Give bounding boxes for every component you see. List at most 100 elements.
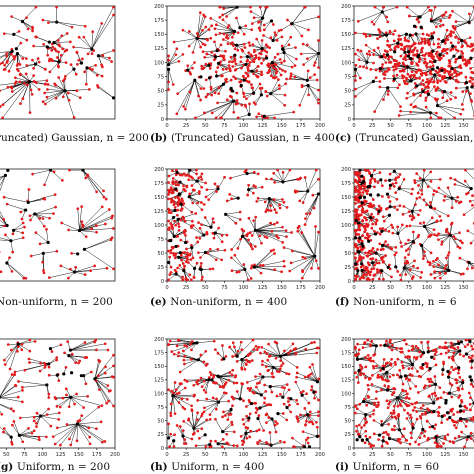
- assignment-edge: [2, 81, 30, 105]
- data-point: [420, 192, 424, 196]
- data-point: [411, 230, 415, 234]
- data-point: [238, 210, 242, 214]
- data-point: [439, 19, 443, 23]
- data-point: [250, 264, 254, 268]
- data-point: [432, 80, 435, 84]
- data-point: [94, 63, 97, 67]
- data-point: [404, 273, 408, 276]
- center-point: [465, 86, 469, 90]
- center-point: [96, 54, 101, 58]
- data-point: [67, 405, 71, 409]
- data-point: [460, 45, 464, 49]
- assignment-edge: [413, 91, 423, 95]
- data-point: [376, 248, 379, 251]
- assignment-edge: [60, 397, 71, 408]
- data-point: [405, 259, 408, 263]
- assignment-edge: [423, 170, 425, 180]
- data-point: [355, 213, 359, 217]
- data-point: [213, 182, 217, 186]
- data-point: [212, 220, 216, 224]
- assignment-edge: [77, 208, 80, 231]
- data-point: [195, 236, 198, 239]
- data-point: [55, 358, 58, 362]
- assignment-edge: [19, 432, 33, 436]
- center-point: [354, 262, 358, 266]
- assignment-edge: [355, 53, 368, 63]
- assignment-edge: [2, 81, 30, 119]
- assignment-edge: [57, 423, 78, 429]
- data-point: [64, 75, 67, 78]
- assignment-edge: [6, 262, 27, 279]
- data-point: [414, 104, 417, 108]
- assignment-edge: [73, 46, 92, 50]
- data-point: [382, 53, 386, 56]
- data-point: [239, 55, 243, 59]
- data-point: [267, 64, 271, 67]
- data-point: [167, 193, 170, 196]
- assignment-edge: [74, 265, 95, 273]
- center-point: [230, 89, 235, 93]
- assignment-edge: [250, 11, 263, 19]
- assignment-edge: [189, 31, 198, 39]
- panel-c: 0 25 50 75 100 125 1500255075100125150175200(c…: [335, 4, 474, 144]
- data-point: [289, 72, 293, 76]
- data-point: [369, 252, 373, 256]
- center-point: [193, 78, 197, 82]
- assignment-edge: [307, 85, 319, 104]
- assignment-edge: [387, 87, 401, 107]
- data-point: [173, 268, 177, 272]
- assignment-edge: [216, 70, 231, 77]
- panel-f: 0 25 50 75 100 125 1500255075100125150175200(f…: [335, 167, 474, 308]
- data-point: [174, 180, 178, 184]
- data-point: [397, 114, 401, 117]
- data-point: [455, 72, 459, 76]
- assignment-edge: [307, 44, 319, 54]
- center-point: [176, 217, 180, 221]
- data-point: [204, 78, 208, 82]
- data-point: [64, 61, 68, 64]
- data-point: [437, 232, 440, 236]
- data-point: [44, 363, 47, 367]
- y-tick-label: 125: [341, 46, 351, 52]
- data-point: [384, 61, 388, 64]
- assignment-edge: [94, 360, 99, 379]
- assignment-edge: [56, 21, 73, 28]
- center-point: [378, 67, 383, 71]
- center-point: [362, 195, 367, 199]
- data-point: [426, 185, 430, 189]
- data-point: [307, 93, 310, 97]
- assignment-edge: [211, 84, 224, 90]
- center-point: [77, 228, 82, 233]
- data-point: [222, 32, 226, 36]
- center-point: [376, 193, 380, 197]
- assignment-edge: [272, 36, 283, 41]
- assignment-edge: [239, 27, 252, 30]
- data-point: [384, 179, 387, 182]
- center-point: [441, 39, 445, 43]
- data-point: [170, 200, 173, 204]
- data-point: [197, 190, 201, 193]
- assignment-edge: [447, 255, 450, 271]
- data-point: [176, 208, 180, 212]
- data-point: [436, 55, 439, 58]
- data-point: [183, 220, 187, 223]
- data-point: [31, 58, 34, 62]
- data-point: [264, 90, 268, 94]
- data-point: [84, 235, 88, 239]
- data-point: [452, 31, 455, 34]
- data-point: [95, 73, 99, 77]
- data-point: [41, 18, 45, 22]
- data-point: [54, 205, 57, 209]
- center-point: [380, 243, 385, 248]
- data-point: [428, 52, 432, 56]
- assignment-edge: [219, 31, 235, 34]
- data-point: [186, 251, 189, 255]
- data-point: [42, 43, 45, 46]
- data-point: [407, 238, 410, 242]
- data-point: [258, 29, 262, 32]
- data-point: [374, 76, 378, 80]
- data-point: [269, 221, 272, 225]
- data-point: [424, 52, 428, 56]
- data-point: [45, 228, 48, 231]
- data-point: [291, 249, 294, 253]
